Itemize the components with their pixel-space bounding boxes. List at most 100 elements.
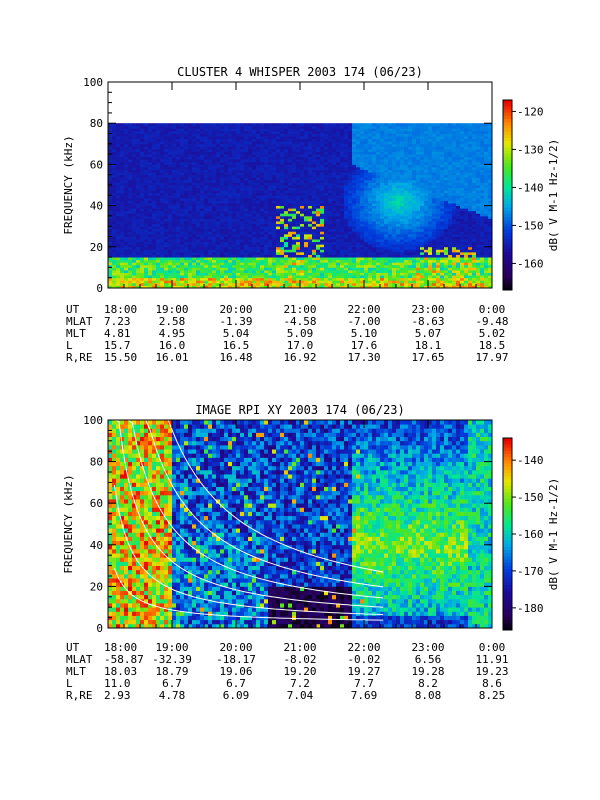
spectrogram-cell — [264, 154, 269, 158]
spectrogram-cell — [136, 221, 141, 225]
spectrogram-cell — [392, 169, 397, 173]
spectrogram-cell — [272, 179, 277, 183]
spectrogram-cell — [244, 174, 249, 178]
spectrogram-cell — [380, 280, 385, 284]
spectrogram-cell — [236, 221, 241, 225]
spectrogram-cell — [204, 128, 209, 132]
spectrogram-cell — [128, 172, 133, 176]
spectrogram-cell — [276, 138, 281, 142]
spectrogram-cell — [132, 249, 137, 253]
spectrogram-cell — [308, 244, 313, 248]
spectrogram-cell — [336, 259, 341, 263]
spectrogram-cell — [220, 233, 225, 237]
spectrogram-cell — [352, 241, 357, 245]
spectrogram-cell — [404, 125, 409, 129]
spectrogram-cell — [264, 161, 269, 165]
spectrogram-cell — [372, 146, 377, 150]
spectrogram-cell — [288, 272, 293, 276]
spectrogram-cell — [140, 269, 145, 273]
spectrogram-cell — [120, 192, 125, 196]
spectrogram-cell — [260, 282, 265, 286]
spectrogram-cell — [324, 215, 329, 219]
spectrogram-cell — [320, 257, 325, 261]
spectrogram-cell — [200, 146, 205, 150]
spectrogram-cell — [380, 239, 385, 243]
spectrogram-cell — [232, 174, 237, 178]
spectrogram-cell — [356, 197, 361, 201]
spectrogram-cell — [356, 236, 361, 240]
spectrogram-cell — [368, 275, 373, 279]
spectrogram-cell — [324, 282, 329, 286]
spectrogram-cell — [348, 285, 353, 289]
spectrogram-cell — [380, 244, 385, 248]
spectrogram-cell — [140, 143, 145, 147]
spectrogram-cell — [212, 179, 217, 183]
spectrogram-cell — [408, 233, 413, 237]
spectrogram-cell — [264, 195, 269, 199]
spectrogram-cell — [340, 195, 345, 199]
spectrogram-cell — [192, 179, 197, 183]
spectrogram-cell — [356, 148, 361, 152]
spectrogram-cell — [244, 226, 249, 230]
spectrogram-cell — [140, 254, 145, 258]
spectrogram-cell — [336, 156, 341, 160]
spectrogram-cell — [144, 282, 149, 286]
spectrogram-cell — [144, 277, 149, 281]
spectrogram-cell — [312, 161, 317, 165]
spectrogram-cell — [404, 151, 409, 155]
spectrogram-cell — [360, 177, 365, 181]
spectrogram-cell — [352, 182, 357, 186]
spectrogram-cell — [152, 269, 157, 273]
spectrogram-cell — [148, 210, 153, 214]
spectrogram-cell — [188, 197, 193, 201]
spectrogram-cell — [128, 244, 133, 248]
spectrogram-cell — [160, 236, 165, 240]
spectrogram-cell — [216, 164, 221, 168]
spectrogram-cell — [308, 130, 313, 134]
spectrogram-cell — [164, 282, 169, 286]
spectrogram-cell — [388, 221, 393, 225]
spectrogram-cell — [308, 197, 313, 201]
spectrogram-cell — [252, 143, 257, 147]
spectrogram-cell — [376, 269, 381, 273]
spectrogram-cell — [228, 136, 233, 140]
spectrogram-cell — [192, 177, 197, 181]
spectrogram-cell — [180, 172, 185, 176]
spectrogram-cell — [244, 159, 249, 163]
spectrogram-cell — [212, 249, 217, 253]
spectrogram-cell — [176, 123, 181, 127]
spectrogram-cell — [280, 239, 285, 243]
spectrogram-cell — [384, 259, 389, 263]
spectrogram-cell — [136, 215, 141, 219]
spectrogram-cell — [280, 192, 285, 196]
spectrogram-cell — [108, 239, 113, 243]
spectrogram-cell — [328, 154, 333, 158]
spectrogram-cell — [260, 223, 265, 227]
spectrogram-cell — [268, 251, 273, 255]
spectrogram-cell — [196, 200, 201, 204]
spectrogram-cell — [336, 125, 341, 129]
spectrogram-cell — [364, 228, 369, 232]
spectrogram-cell — [164, 280, 169, 284]
spectrogram-cell — [236, 172, 241, 176]
spectrogram-cell — [188, 133, 193, 137]
spectrogram-cell — [204, 262, 209, 266]
spectrogram-cell — [152, 130, 157, 134]
spectrogram-cell — [360, 251, 365, 255]
spectrogram-cell — [240, 136, 245, 140]
spectrogram-cell — [164, 203, 169, 206]
spectrogram-cell — [356, 226, 361, 230]
spectrogram-cell — [388, 195, 393, 199]
spectrogram-cell — [372, 128, 377, 132]
spectrogram-cell — [244, 130, 249, 134]
spectrogram-cell — [140, 208, 145, 212]
spectrogram-cell — [340, 275, 345, 279]
spectrogram-cell — [404, 164, 409, 168]
spectrogram-cell — [252, 221, 257, 225]
spectrogram-cell — [220, 203, 225, 206]
spectrogram-cell — [388, 151, 393, 155]
spectrogram-cell — [236, 210, 241, 214]
spectrogram-cell — [328, 264, 333, 268]
spectrogram-cell — [208, 128, 213, 132]
spectrogram-cell — [140, 174, 145, 178]
